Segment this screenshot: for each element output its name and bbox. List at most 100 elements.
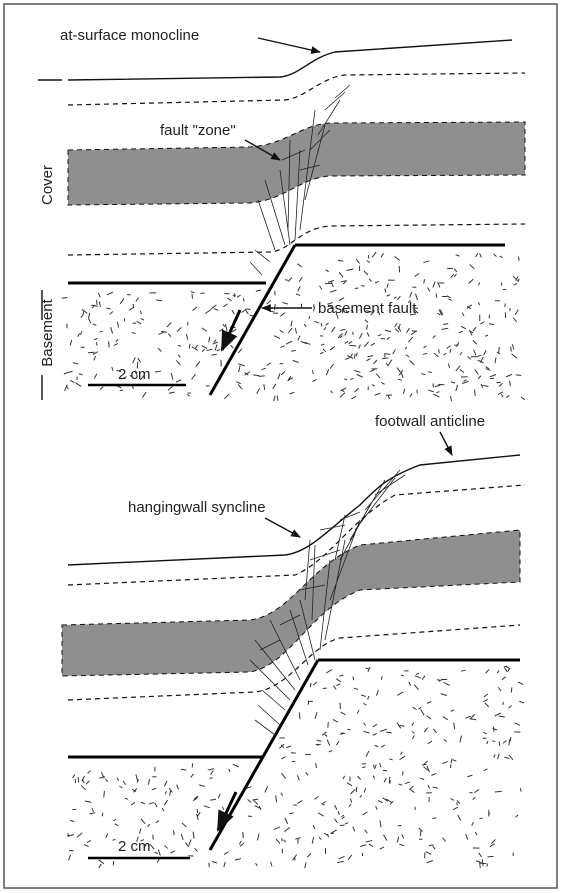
- texture-tick: [85, 801, 91, 802]
- texture-tick: [295, 328, 296, 333]
- texture-tick: [191, 291, 195, 292]
- texture-tick: [176, 360, 180, 365]
- texture-tick: [363, 731, 369, 732]
- texture-tick: [381, 745, 385, 747]
- texture-tick: [338, 260, 343, 261]
- texture-tick: [428, 390, 434, 392]
- texture-tick: [112, 367, 113, 371]
- texture-tick: [70, 820, 74, 821]
- texture-tick: [478, 302, 479, 305]
- texture-tick: [473, 797, 476, 799]
- texture-tick: [317, 740, 322, 741]
- texture-tick: [405, 782, 410, 784]
- texture-tick: [366, 668, 370, 669]
- texture-tick: [323, 349, 326, 352]
- texture-tick: [481, 384, 483, 388]
- texture-tick: [213, 342, 218, 344]
- texture-tick: [447, 346, 451, 349]
- texture-tick: [247, 309, 251, 310]
- texture-tick: [508, 705, 511, 708]
- texture-tick: [297, 264, 301, 267]
- texture-tick: [482, 859, 483, 866]
- texture-tick: [96, 342, 97, 345]
- texture-tick: [451, 799, 454, 801]
- texture-tick: [423, 353, 427, 354]
- texture-tick: [328, 834, 329, 837]
- cover-layer: [62, 530, 520, 676]
- texture-tick: [274, 396, 276, 401]
- texture-tick: [164, 800, 167, 805]
- texture-tick: [437, 313, 440, 314]
- texture-tick: [336, 684, 340, 685]
- texture-tick: [81, 785, 85, 790]
- texture-tick: [253, 799, 259, 800]
- texture-tick: [414, 685, 418, 690]
- texture-tick: [140, 311, 141, 314]
- texture-tick: [219, 329, 223, 332]
- texture-tick: [99, 302, 100, 307]
- texture-tick: [367, 356, 373, 357]
- texture-tick: [114, 819, 116, 821]
- texture-tick: [320, 352, 323, 354]
- texture-tick: [413, 707, 417, 709]
- texture-tick: [501, 282, 502, 285]
- texture-tick: [192, 294, 193, 299]
- texture-tick: [415, 273, 420, 276]
- texture-tick: [409, 682, 411, 686]
- texture-tick: [93, 324, 97, 325]
- texture-tick: [106, 834, 108, 838]
- texture-tick: [98, 293, 100, 297]
- label: fault "zone": [160, 122, 236, 139]
- texture-tick: [106, 308, 110, 309]
- texture-tick: [374, 360, 377, 364]
- texture-tick: [337, 861, 344, 862]
- texture-tick: [293, 360, 299, 362]
- texture-tick: [325, 323, 328, 325]
- texture-tick: [358, 776, 361, 779]
- texture-tick: [490, 375, 496, 377]
- texture-tick: [326, 670, 332, 673]
- texture-tick: [489, 324, 494, 325]
- texture-tick: [189, 839, 191, 845]
- texture-tick: [212, 354, 217, 355]
- texture-tick: [239, 366, 240, 373]
- texture-tick: [491, 840, 495, 844]
- texture-tick: [434, 353, 438, 357]
- texture-tick: [421, 374, 425, 375]
- texture-tick: [443, 717, 448, 720]
- texture-tick: [357, 710, 359, 713]
- texture-tick: [132, 333, 136, 334]
- texture-tick: [366, 840, 373, 842]
- texture-tick: [504, 668, 507, 672]
- texture-tick: [376, 374, 380, 378]
- texture-tick: [319, 286, 321, 290]
- texture-tick: [76, 383, 82, 387]
- texture-tick: [100, 387, 103, 390]
- texture-tick: [380, 847, 384, 849]
- texture-tick: [373, 776, 374, 779]
- texture-tick: [368, 667, 370, 672]
- side-label: Cover: [39, 165, 56, 205]
- texture-tick: [167, 322, 171, 327]
- texture-tick: [281, 371, 285, 374]
- texture-tick: [345, 341, 348, 343]
- texture-tick: [506, 395, 509, 397]
- texture-tick: [516, 375, 521, 376]
- texture-tick: [170, 791, 171, 796]
- texture-tick: [364, 723, 366, 726]
- texture-tick: [353, 677, 354, 681]
- texture-tick: [428, 287, 430, 291]
- texture-tick: [490, 378, 494, 379]
- texture-tick: [412, 722, 414, 725]
- texture-tick: [400, 756, 406, 760]
- texture-tick: [158, 348, 161, 351]
- texture-tick: [515, 310, 518, 315]
- texture-tick: [139, 829, 141, 834]
- texture-tick: [238, 349, 242, 353]
- texture-tick: [442, 762, 447, 764]
- texture-tick: [298, 286, 300, 291]
- texture-tick: [462, 313, 464, 316]
- texture-tick: [338, 811, 339, 814]
- texture-tick: [81, 313, 84, 318]
- texture-tick: [451, 382, 455, 383]
